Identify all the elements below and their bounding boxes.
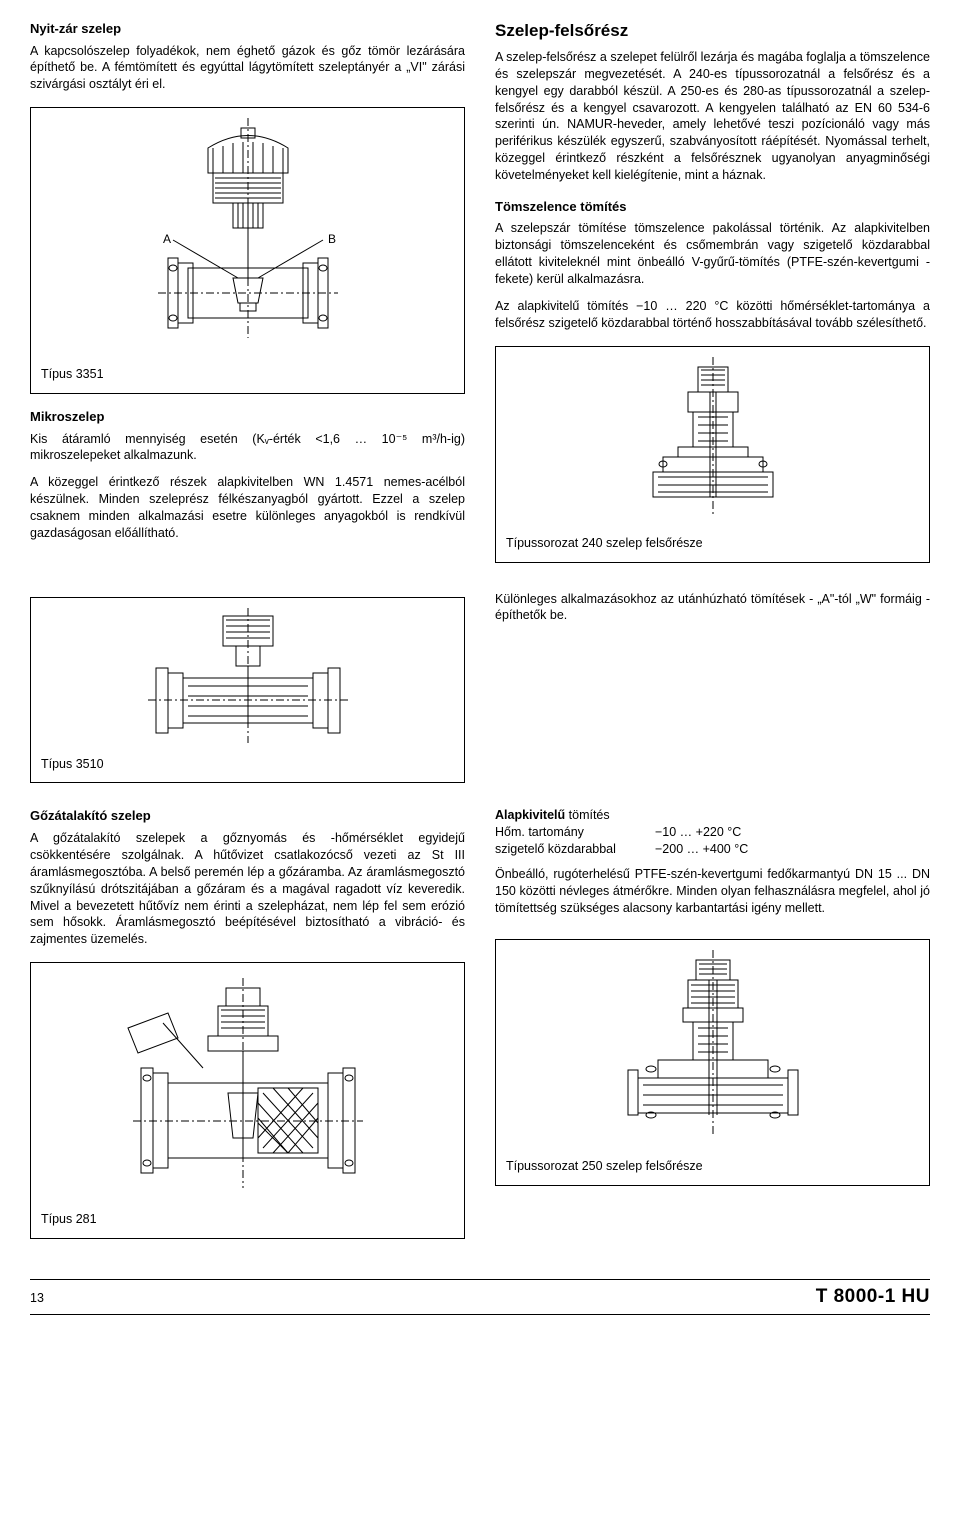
row-3: Gőzátalakító szelep A gőzátalakító szele… [30,807,930,1249]
figure-3351: A B Típus 3351 [30,107,465,394]
footer-bar: 13 T 8000-1 HU [30,1279,930,1315]
doc-id: T 8000-1 HU [816,1284,930,1310]
figure-3510: Típus 3510 [30,597,465,784]
spec-label-2: szigetelő közdarabbal [495,841,655,858]
spec-row-2: szigetelő közdarabbal −200 … +400 °C [495,841,930,858]
para-tom-1: A szelepszár tömítése tömszelence pakolá… [495,220,930,288]
alap-bold: Alapkivitelű [495,808,565,822]
col-right-2: Különleges alkalmazásokhoz az utánhúzhat… [495,583,930,794]
para-felsoresz: A szelep-felsőrész a szelepet felülről l… [495,49,930,184]
drawing-bonnet-240 [628,357,798,527]
drawing-valve-281 [108,973,388,1203]
alap-rest: tömítés [565,808,609,822]
heading-felsoresz: Szelep-felsőrész [495,20,930,43]
para-alap: Önbeálló, rugóterhelésű PTFE-szén-kevert… [495,866,930,917]
fig1-label-b: B [328,232,336,246]
row-1: Nyit-zár szelep A kapcsolószelep folyadé… [30,20,930,573]
para-nyitzar: A kapcsolószelep folyadékok, nem éghető … [30,43,465,94]
col-left-3: Gőzátalakító szelep A gőzátalakító szele… [30,807,465,1249]
heading-gozatalakito: Gőzátalakító szelep [30,807,465,825]
drawing-bonnet-250 [598,950,828,1150]
fig1-label-a: A [163,232,171,246]
para-kulonleges: Különleges alkalmazásokhoz az utánhúzhat… [495,591,930,625]
fig-caption-240: Típussorozat 240 szelep felsőrésze [506,535,703,552]
spec-val-2: −200 … +400 °C [655,841,748,858]
para-mikro-1: Kis átáramló mennyiség esetén (Kᵥ-érték … [30,431,465,465]
row-2: Típus 3510 Különleges alkalmazásokhoz az… [30,583,930,794]
figure-281: Típus 281 [30,962,465,1239]
page: Nyit-zár szelep A kapcsolószelep folyadé… [30,20,930,1315]
figure-series-240: Típussorozat 240 szelep felsőrésze [495,346,930,563]
fig-caption-3510: Típus 3510 [41,756,104,773]
drawing-valve-3351: A B [118,118,378,358]
fig-caption-250: Típussorozat 250 szelep felsőrésze [506,1158,703,1175]
spec-label-1: Hőm. tartomány [495,824,655,841]
heading-tomszelence: Tömszelence tömítés [495,198,930,216]
col-right-3: Alapkivitelű tömítés Hőm. tartomány −10 … [495,807,930,1249]
col-left-1: Nyit-zár szelep A kapcsolószelep folyadé… [30,20,465,573]
spec-row-1: Hőm. tartomány −10 … +220 °C [495,824,930,841]
fig-caption-281: Típus 281 [41,1211,97,1228]
col-right-1: Szelep-felsőrész A szelep-felsőrész a sz… [495,20,930,573]
page-number: 13 [30,1290,44,1307]
figure-series-250: Típussorozat 250 szelep felsőrésze [495,939,930,1186]
heading-alapkivitel: Alapkivitelű tömítés [495,807,930,824]
col-left-2: Típus 3510 [30,583,465,794]
para-goz: A gőzátalakító szelepek a gőznyomás és -… [30,830,465,948]
para-mikro-2: A közeggel érintkező részek alapkivitelb… [30,474,465,542]
heading-nyitzar: Nyit-zár szelep [30,20,465,38]
drawing-valve-3510 [128,608,368,748]
para-tom-2: Az alapkivitelű tömítés −10 … 220 °C köz… [495,298,930,332]
fig-caption-3351: Típus 3351 [41,366,104,383]
spec-val-1: −10 … +220 °C [655,824,741,841]
heading-mikroszelep: Mikroszelep [30,408,465,426]
